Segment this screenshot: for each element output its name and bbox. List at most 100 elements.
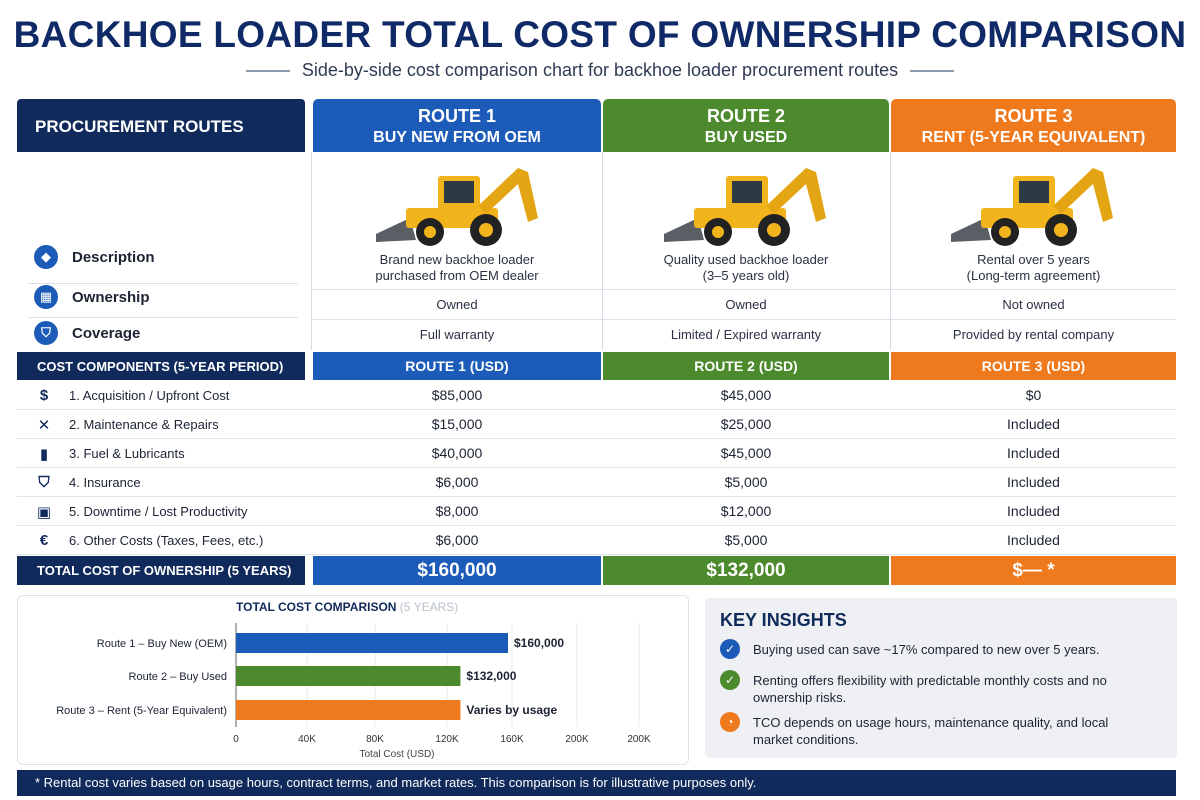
row-label: €6. Other Costs (Taxes, Fees, etc.) — [17, 526, 305, 555]
procurement-routes-header: PROCUREMENT ROUTES — [17, 99, 305, 152]
dollar-icon: $ — [39, 387, 49, 404]
table-row: ⛉ 4. Insurance $6,000 $5,000 Included — [17, 468, 1176, 497]
divider — [602, 152, 603, 350]
calendar-icon: ▦ — [34, 285, 58, 309]
description-line: Quality used backhoe loader — [663, 252, 829, 267]
data-label: $132,000 — [466, 669, 516, 683]
wrench-icon: ✕ — [37, 416, 51, 434]
row-label-text: 4. Insurance — [69, 475, 141, 490]
row-label-text: 3. Fuel & Lubricants — [69, 446, 185, 461]
route-3-value: Included — [1007, 416, 1060, 432]
row-label: ⛉ 4. Insurance — [17, 468, 305, 497]
route-1-coverage: Full warranty — [419, 327, 495, 342]
shield-icon: ⛉ — [38, 474, 50, 491]
route-2-value: $45,000 — [720, 387, 772, 403]
route-1-header: ROUTE 1 BUY NEW FROM OEM — [313, 99, 601, 152]
subtitle-text: Side-by-side cost comparison chart for b… — [301, 60, 899, 80]
route-3-coverage: Provided by rental company — [952, 327, 1115, 342]
chart-title-text: TOTAL COST COMPARISON — [236, 600, 397, 614]
route-1-value: $15,000 — [431, 416, 483, 432]
route-2-label: ROUTE 2 — [706, 106, 785, 126]
insight-text: Renting offers flexibility with predicta… — [753, 673, 1107, 705]
divider — [311, 319, 1176, 320]
row-label: ▮ 3. Fuel & Lubricants — [17, 439, 305, 468]
bar — [236, 633, 508, 653]
check-icon: ✓ — [720, 670, 740, 690]
divider — [28, 283, 298, 284]
description-line: Brand new backhoe loader — [379, 252, 535, 267]
x-tick-label: 200K — [627, 734, 651, 745]
row-label-text: 2. Maintenance & Repairs — [69, 417, 219, 432]
data-label: $160,000 — [514, 636, 564, 650]
divider — [28, 317, 298, 318]
route-1-value: $40,000 — [431, 445, 483, 461]
route-2-value: $45,000 — [720, 445, 772, 461]
footnote: * Rental cost varies based on usage hour… — [17, 770, 1176, 796]
info-label-text: Coverage — [72, 324, 141, 342]
x-tick-label: 40K — [298, 734, 316, 745]
route-2-cost-header: ROUTE 2 (USD) — [603, 352, 889, 380]
route-1-value: $6,000 — [435, 532, 479, 548]
route-1-name: BUY NEW FROM OEM — [373, 129, 541, 146]
info-label-description: ◆ Description — [17, 242, 155, 272]
route-2-total: $132,000 — [603, 556, 889, 585]
route-2-value: $25,000 — [720, 416, 772, 432]
insight-text: Buying used can save ~17% compared to ne… — [753, 642, 1100, 657]
divider — [311, 289, 1176, 290]
x-axis-label: Total Cost (USD) — [359, 749, 434, 760]
category-label: Route 3 – Rent (5-Year Equivalent) — [56, 705, 227, 717]
route-3-value: Included — [1007, 503, 1060, 519]
category-label: Route 1 – Buy New (OEM) — [97, 638, 227, 650]
description-line: purchased from OEM dealer — [375, 268, 539, 283]
route-3-total: $— * — [891, 556, 1176, 585]
bar — [236, 700, 461, 720]
shield-icon: ⛉ — [34, 321, 58, 345]
route-3-value: Included — [1007, 532, 1060, 548]
x-tick-label: 80K — [366, 734, 384, 745]
page-title: BACKHOE LOADER TOTAL COST OF OWNERSHIP C… — [13, 14, 1187, 55]
insight-item: ◔ TCO depends on usage hours, maintenance… — [720, 712, 1140, 748]
route-2-name: BUY USED — [704, 129, 788, 146]
info-label-text: Description — [72, 248, 155, 266]
coins-icon: € — [39, 532, 49, 549]
route-1-cost-header: ROUTE 1 (USD) — [313, 352, 601, 380]
row-label-text: 5. Downtime / Lost Productivity — [69, 504, 248, 519]
divider — [890, 152, 891, 350]
tag-icon: ◆ — [34, 245, 58, 269]
page-subtitle: Side-by-side cost comparison chart for b… — [0, 60, 1200, 81]
clock-icon: ◔ — [720, 712, 740, 732]
description-line: Rental over 5 years — [977, 252, 1090, 267]
backhoe-loader-image — [376, 168, 538, 246]
subtitle-rule-left — [245, 70, 290, 73]
route-3-value: $0 — [1025, 387, 1042, 403]
backhoe-loader-image — [951, 168, 1113, 246]
table-row: €6. Other Costs (Taxes, Fees, etc.) $6,0… — [17, 526, 1176, 555]
backhoe-loader-image — [664, 168, 826, 246]
route-1-value: $85,000 — [431, 387, 483, 403]
chart-title-faint: (5 YEARS) — [399, 600, 459, 614]
route-2-value: $5,000 — [724, 532, 768, 548]
subtitle-rule-right — [910, 70, 955, 73]
total-cost-chart: 0 40K 80K 120K 160K 200K 200K Total Cost (USD) R… — [56, 623, 651, 760]
route-1-total: $160,000 — [313, 556, 601, 585]
row-label-text: 1. Acquisition / Upfront Cost — [69, 388, 230, 403]
x-tick-label: 200K — [565, 734, 589, 745]
chart-title: TOTAL COST COMPARISON (5 YEARS) — [236, 600, 458, 614]
route-2-coverage: Limited / Expired warranty — [670, 327, 822, 342]
route-2-header: ROUTE 2 BUY USED — [603, 99, 889, 152]
box-icon: ▣ — [36, 503, 52, 521]
table-row: ▮ 3. Fuel & Lubricants $40,000 $45,000 In… — [17, 439, 1176, 468]
route-3-name: RENT (5-YEAR EQUIVALENT) — [921, 129, 1146, 146]
route-3-ownership: Not owned — [1002, 297, 1065, 312]
route-2-description: Quality used backhoe loader (3–5 years o… — [603, 252, 889, 284]
fuel-icon: ▮ — [39, 445, 49, 463]
x-tick-label: 0 — [233, 734, 239, 745]
description-line: (3–5 years old) — [702, 268, 790, 283]
row-label-text: 6. Other Costs (Taxes, Fees, etc.) — [69, 533, 264, 548]
insights-title: KEY INSIGHTS — [720, 610, 847, 630]
info-label-ownership: ▦ Ownership — [17, 282, 150, 312]
check-icon: ✓ — [720, 639, 740, 659]
category-label: Route 2 – Buy Used — [129, 671, 227, 683]
info-label-coverage: ⛉ Coverage — [17, 318, 140, 348]
route-1-description: Brand new backhoe loader purchased from … — [313, 252, 601, 284]
